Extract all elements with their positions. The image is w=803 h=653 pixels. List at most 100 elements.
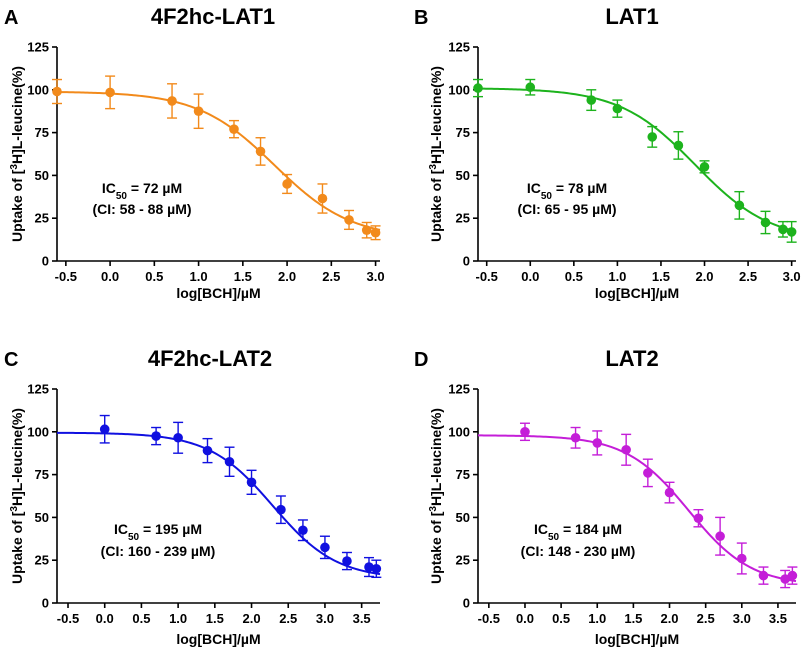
y-tick-label: 100: [27, 82, 49, 97]
y-tick-label: 125: [448, 382, 470, 397]
y-tick-label: 75: [456, 125, 470, 140]
y-tick-label: 125: [27, 382, 49, 397]
x-tick-label: 2.5: [279, 611, 297, 626]
data-point: [342, 556, 352, 566]
chart-title: 4F2hc-LAT1: [151, 4, 275, 29]
chart-panel-c: C 4F2hc-LAT2 0 25 50 75 100 125 -0.5 0.0 0.5 1.0 1.5…: [4, 346, 382, 647]
x-tick-label: 2.0: [278, 269, 296, 284]
data-point: [317, 193, 328, 204]
data-point: [673, 140, 684, 151]
panel-letter: A: [4, 7, 18, 29]
data-point: [224, 456, 235, 467]
data-point: [298, 525, 308, 536]
data-point: [520, 427, 530, 437]
x-tick-label: 2.5: [322, 269, 340, 284]
x-tick-label: 1.0: [588, 611, 606, 626]
data-point: [99, 424, 110, 435]
data-point: [276, 504, 286, 515]
data-point: [344, 215, 354, 225]
ic50-annotation: IC50 = 78 µM: [527, 180, 607, 202]
x-tick-label: 2.0: [242, 611, 260, 626]
chart-title: LAT2: [605, 346, 658, 371]
data-point: [473, 83, 483, 93]
data-point: [570, 432, 581, 443]
y-tick-label: 75: [35, 467, 49, 482]
ci-annotation: (CI: 148 - 230 µM): [521, 543, 636, 559]
data-point: [760, 217, 771, 228]
ic50-annotation: IC50 = 184 µM: [534, 521, 622, 543]
ci-annotation: (CI: 58 - 88 µM): [92, 201, 191, 217]
x-tick-label: 0.0: [521, 269, 539, 284]
data-point: [758, 570, 769, 581]
y-tick-label: 0: [42, 254, 49, 269]
y-tick-label: 125: [27, 40, 49, 55]
x-tick-label: 3.0: [367, 269, 385, 284]
x-tick-label: 3.5: [353, 611, 371, 626]
data-point: [371, 563, 382, 574]
chart-panel-d: D LAT2 0 25 50 75 100 125 -0.5 0.0 0.5 1.0 1.5 2.0 2.5…: [414, 346, 798, 647]
panel-letter: B: [414, 7, 428, 29]
data-point: [699, 162, 710, 172]
chart-title: LAT1: [605, 4, 658, 29]
data-point: [320, 542, 330, 553]
data-point: [778, 224, 788, 235]
data-point: [734, 200, 745, 211]
y-tick-label: 75: [35, 125, 49, 140]
x-tick-label: 0.0: [96, 611, 114, 626]
x-axis-label: log[BCH]/µM: [176, 285, 260, 301]
x-tick-label: 2.0: [660, 611, 678, 626]
y-tick-label: 125: [448, 40, 470, 55]
ci-annotation: (CI: 65 - 95 µM): [517, 201, 616, 217]
x-tick-label: -0.5: [476, 269, 498, 284]
data-point: [664, 487, 675, 498]
x-tick-label: 1.0: [190, 269, 208, 284]
x-tick-label: 1.5: [624, 611, 642, 626]
data-point: [193, 106, 204, 116]
ci-annotation: (CI: 160 - 239 µM): [101, 543, 216, 559]
x-tick-label: 0.5: [145, 269, 163, 284]
data-point: [361, 225, 372, 235]
x-tick-label: 1.0: [608, 269, 626, 284]
x-axis-label: log[BCH]/µM: [176, 631, 260, 647]
y-tick-label: 25: [456, 553, 470, 568]
y-tick-label: 0: [42, 596, 49, 611]
data-point: [173, 432, 183, 443]
data-point: [167, 96, 177, 106]
x-tick-label: 3.5: [769, 611, 787, 626]
chart-title: 4F2hc-LAT2: [148, 346, 272, 371]
x-tick-label: -0.5: [478, 611, 500, 626]
y-tick-label: 50: [456, 510, 470, 525]
y-axis-label: Uptake of [3H]L-leucine(%): [9, 408, 26, 584]
y-tick-label: 100: [27, 424, 49, 439]
data-point: [612, 103, 623, 114]
data-point: [736, 553, 747, 564]
data-point: [246, 477, 257, 488]
fit-curve: [56, 431, 381, 576]
y-tick-label: 0: [463, 254, 470, 269]
data-point: [151, 431, 161, 441]
x-tick-label: 2.0: [695, 269, 713, 284]
data-point: [202, 445, 213, 456]
y-tick-label: 50: [35, 510, 49, 525]
x-tick-label: 0.0: [101, 269, 119, 284]
data-point: [282, 179, 292, 189]
x-tick-label: 0.5: [552, 611, 570, 626]
x-tick-label: 0.0: [516, 611, 534, 626]
x-tick-label: 2.5: [697, 611, 715, 626]
data-point: [787, 570, 798, 581]
data-point: [525, 82, 536, 93]
data-point: [715, 531, 725, 542]
x-tick-label: 2.5: [739, 269, 757, 284]
y-tick-label: 75: [456, 467, 470, 482]
fit-curve: [477, 434, 797, 583]
data-point: [621, 444, 631, 455]
y-tick-label: 50: [456, 168, 470, 183]
data-point: [592, 438, 603, 448]
x-tick-label: -0.5: [55, 269, 77, 284]
x-tick-label: 0.5: [565, 269, 583, 284]
data-point: [786, 227, 797, 237]
chart-panel-a: A 4F2hc-LAT1 0 25 50 75 100 125 -0.5 0.0 0.5 1.0 1.5…: [4, 4, 385, 301]
y-axis-label: Uptake of [3H]L-leucine(%): [9, 66, 26, 242]
data-point: [229, 124, 239, 134]
